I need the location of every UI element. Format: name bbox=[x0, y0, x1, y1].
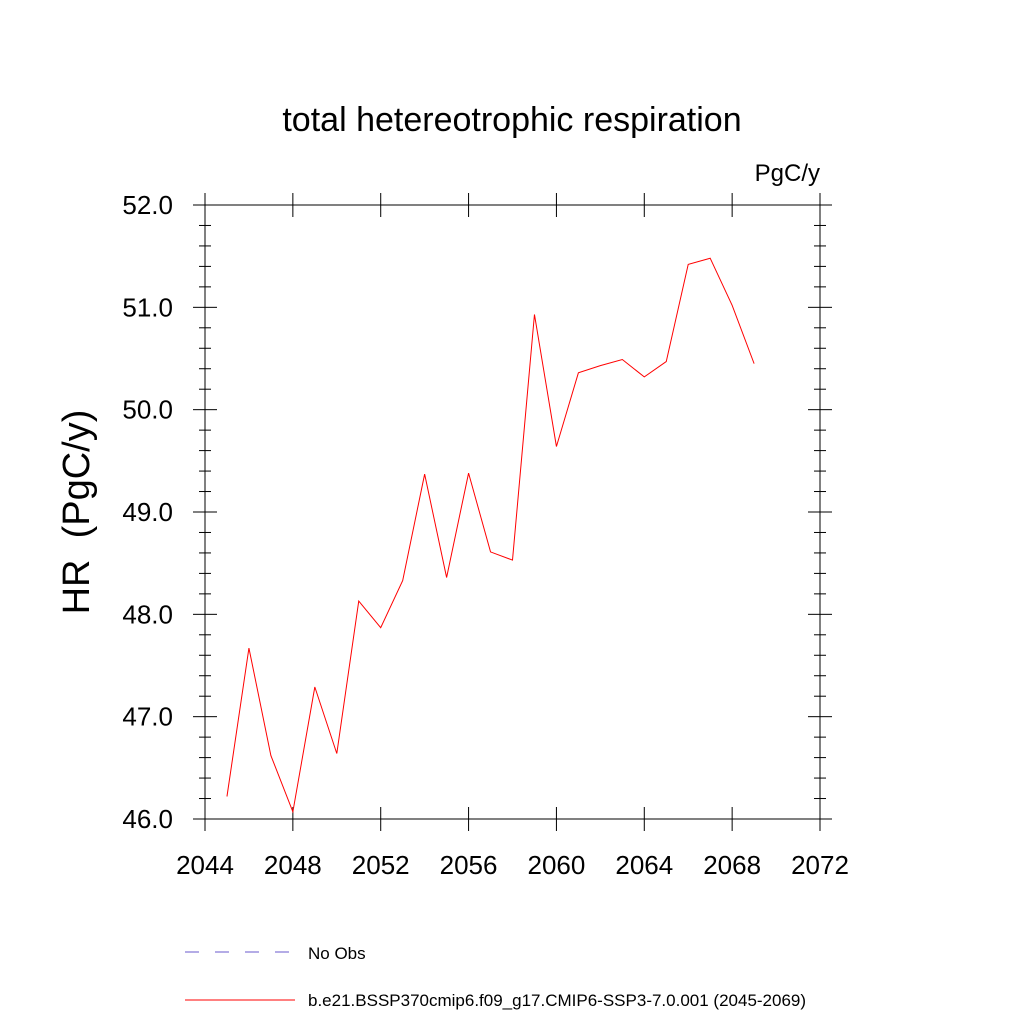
x-tick-label: 2044 bbox=[176, 850, 234, 880]
y-tick-label: 46.0 bbox=[122, 804, 173, 834]
y-tick-label: 47.0 bbox=[122, 702, 173, 732]
y-tick-label: 50.0 bbox=[122, 395, 173, 425]
x-tick-label: 2052 bbox=[352, 850, 410, 880]
x-tick-label: 2072 bbox=[791, 850, 849, 880]
y-tick-label: 48.0 bbox=[122, 599, 173, 629]
y-tick-label: 52.0 bbox=[122, 190, 173, 220]
units-label: PgC/y bbox=[755, 160, 820, 187]
x-tick-label: 2068 bbox=[703, 850, 761, 880]
x-tick-label: 2056 bbox=[440, 850, 498, 880]
legend-label-model-run: b.e21.BSSP370cmip6.f09_g17.CMIP6-SSP3-7.… bbox=[308, 991, 806, 1010]
legend-label-no-obs: No Obs bbox=[308, 944, 366, 963]
chart-title: total hetereotrophic respiration bbox=[282, 101, 741, 139]
x-tick-label: 2064 bbox=[615, 850, 673, 880]
y-tick-label: 51.0 bbox=[122, 292, 173, 322]
legend: No Obs b.e21.BSSP370cmip6.f09_g17.CMIP6-… bbox=[185, 944, 806, 1010]
series-layer bbox=[226, 257, 755, 814]
axis-ticks: 2044 2048 2052 2056 2060 2064 2068 2072 46.0 47.0… bbox=[122, 190, 849, 880]
x-tick-label: 2060 bbox=[528, 850, 586, 880]
y-axis-label: HR (PgC/y) bbox=[56, 410, 98, 615]
series-line-0 bbox=[226, 257, 755, 814]
y-tick-label: 49.0 bbox=[122, 497, 173, 527]
x-tick-label: 2048 bbox=[264, 850, 322, 880]
plot-frame bbox=[204, 204, 821, 820]
